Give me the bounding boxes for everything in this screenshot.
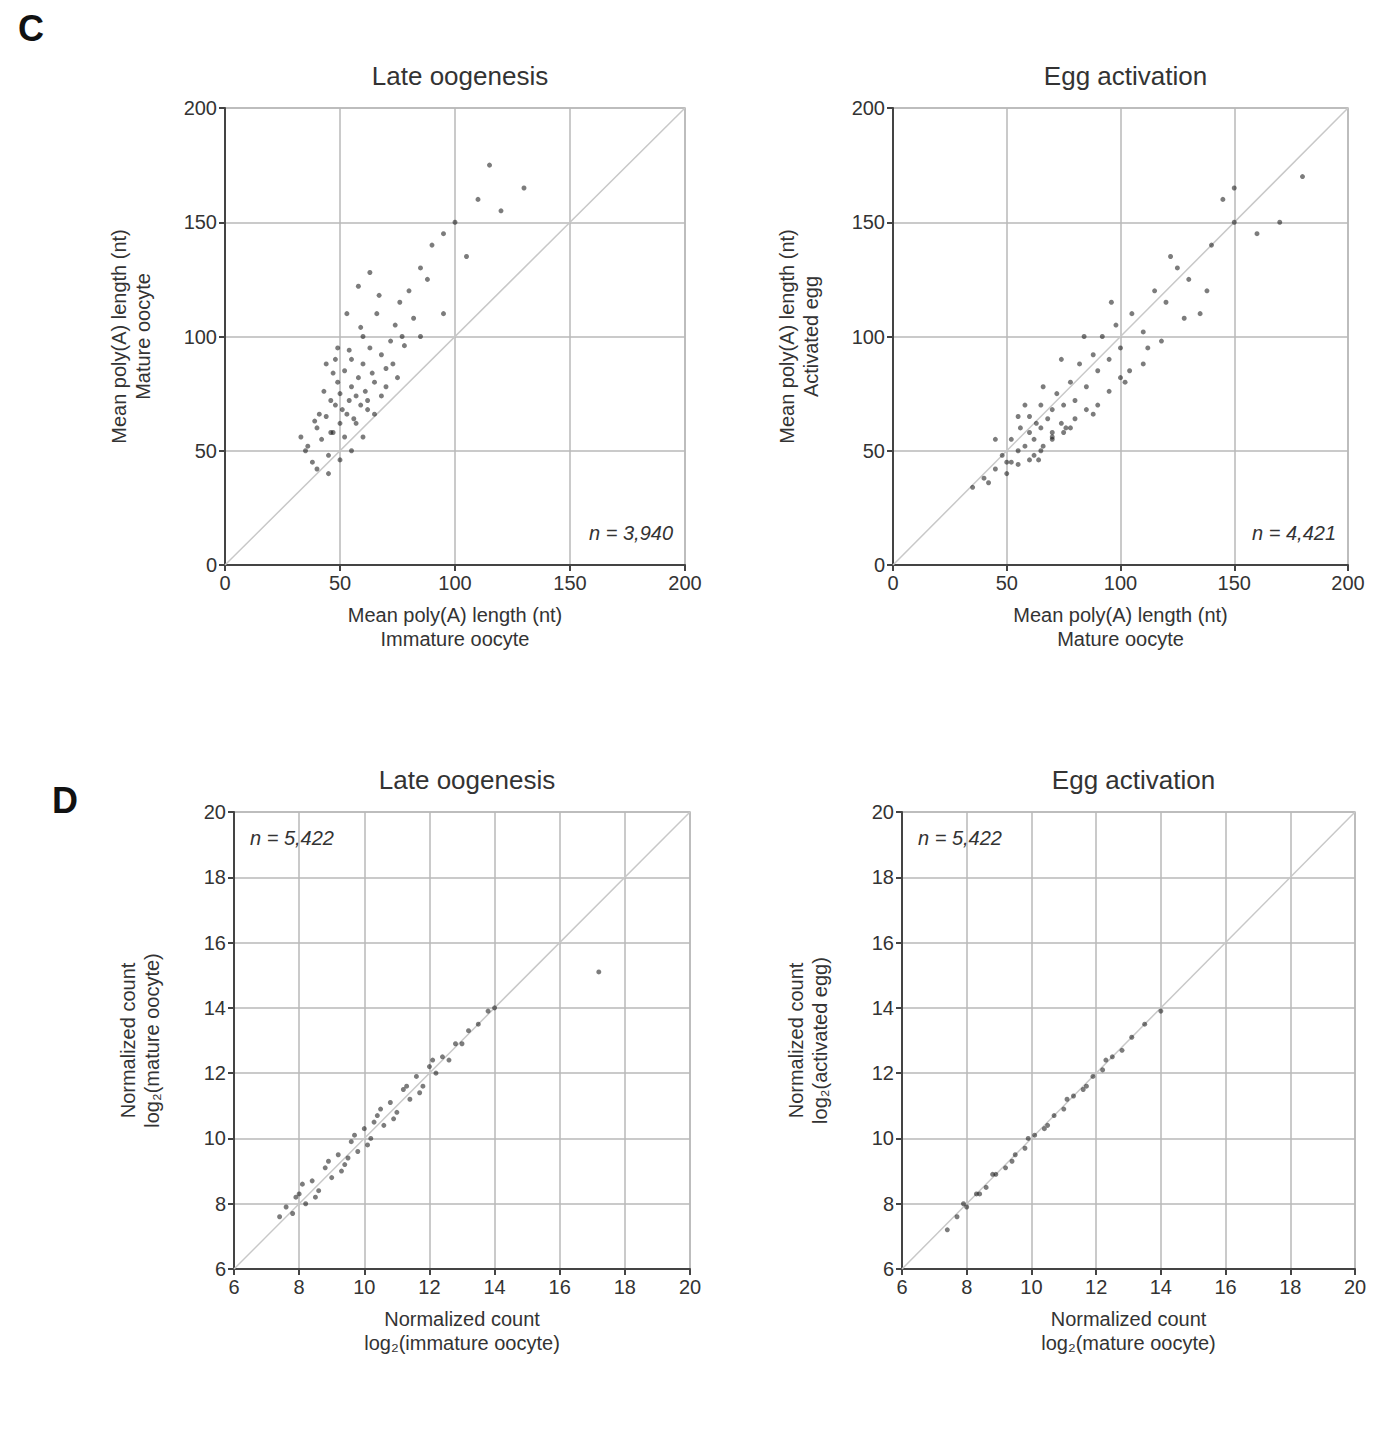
- svg-text:0: 0: [206, 554, 217, 576]
- svg-text:0: 0: [219, 572, 230, 594]
- svg-text:D: D: [52, 780, 78, 821]
- svg-text:16: 16: [204, 932, 226, 954]
- svg-text:50: 50: [863, 440, 885, 462]
- svg-text:50: 50: [195, 440, 217, 462]
- svg-text:Normalized count: Normalized count: [785, 962, 807, 1118]
- svg-text:20: 20: [1344, 1276, 1366, 1298]
- svg-text:10: 10: [353, 1276, 375, 1298]
- svg-text:Normalized count: Normalized count: [1051, 1308, 1207, 1330]
- svg-text:14: 14: [204, 997, 226, 1019]
- svg-text:n = 4,421: n = 4,421: [1252, 522, 1336, 544]
- svg-text:100: 100: [438, 572, 471, 594]
- svg-text:100: 100: [852, 326, 885, 348]
- svg-text:8: 8: [883, 1193, 894, 1215]
- svg-text:12: 12: [204, 1062, 226, 1084]
- svg-text:8: 8: [215, 1193, 226, 1215]
- svg-text:Egg activation: Egg activation: [1044, 61, 1207, 91]
- svg-text:6: 6: [215, 1258, 226, 1280]
- svg-text:16: 16: [1214, 1276, 1236, 1298]
- svg-text:log₂(activated egg): log₂(activated egg): [809, 957, 831, 1124]
- svg-text:6: 6: [228, 1276, 239, 1298]
- svg-text:n = 5,422: n = 5,422: [250, 827, 334, 849]
- svg-text:log₂(mature oocyte): log₂(mature oocyte): [1041, 1332, 1216, 1354]
- svg-text:18: 18: [1279, 1276, 1301, 1298]
- svg-text:0: 0: [874, 554, 885, 576]
- svg-text:14: 14: [872, 997, 894, 1019]
- svg-text:20: 20: [679, 1276, 701, 1298]
- svg-text:10: 10: [1020, 1276, 1042, 1298]
- svg-text:50: 50: [996, 572, 1018, 594]
- svg-text:Mean poly(A) length (nt): Mean poly(A) length (nt): [1013, 604, 1228, 626]
- svg-text:C: C: [18, 8, 44, 49]
- svg-text:20: 20: [872, 801, 894, 823]
- svg-text:12: 12: [1085, 1276, 1107, 1298]
- svg-text:16: 16: [549, 1276, 571, 1298]
- svg-text:200: 200: [184, 97, 217, 119]
- svg-text:Mature oocyte: Mature oocyte: [1057, 628, 1184, 650]
- svg-text:Egg activation: Egg activation: [1052, 765, 1215, 795]
- svg-text:10: 10: [204, 1127, 226, 1149]
- svg-text:log₂(mature oocyte): log₂(mature oocyte): [141, 953, 163, 1128]
- svg-text:14: 14: [483, 1276, 505, 1298]
- svg-text:Mature oocyte: Mature oocyte: [132, 273, 154, 400]
- svg-text:18: 18: [614, 1276, 636, 1298]
- svg-text:12: 12: [872, 1062, 894, 1084]
- svg-text:14: 14: [1150, 1276, 1172, 1298]
- svg-text:Mean poly(A) length (nt): Mean poly(A) length (nt): [348, 604, 563, 626]
- svg-text:8: 8: [294, 1276, 305, 1298]
- svg-text:6: 6: [896, 1276, 907, 1298]
- svg-text:150: 150: [553, 572, 586, 594]
- svg-text:200: 200: [1331, 572, 1364, 594]
- svg-text:Normalized count: Normalized count: [117, 962, 139, 1118]
- svg-text:150: 150: [184, 211, 217, 233]
- svg-text:200: 200: [668, 572, 701, 594]
- svg-text:16: 16: [872, 932, 894, 954]
- svg-text:Normalized count: Normalized count: [384, 1308, 540, 1330]
- svg-text:50: 50: [329, 572, 351, 594]
- svg-text:n = 5,422: n = 5,422: [918, 827, 1002, 849]
- svg-text:0: 0: [887, 572, 898, 594]
- svg-text:6: 6: [883, 1258, 894, 1280]
- svg-text:Late oogenesis: Late oogenesis: [372, 61, 548, 91]
- svg-text:100: 100: [184, 326, 217, 348]
- svg-text:Activated egg: Activated egg: [800, 276, 822, 397]
- svg-text:log₂(immature oocyte): log₂(immature oocyte): [364, 1332, 560, 1354]
- svg-text:Late oogenesis: Late oogenesis: [379, 765, 555, 795]
- svg-text:100: 100: [1104, 572, 1137, 594]
- svg-text:Immature oocyte: Immature oocyte: [381, 628, 530, 650]
- svg-text:200: 200: [852, 97, 885, 119]
- svg-text:10: 10: [872, 1127, 894, 1149]
- svg-text:150: 150: [1218, 572, 1251, 594]
- svg-text:8: 8: [961, 1276, 972, 1298]
- svg-text:Mean poly(A) length (nt): Mean poly(A) length (nt): [776, 229, 798, 444]
- svg-text:20: 20: [204, 801, 226, 823]
- svg-text:12: 12: [418, 1276, 440, 1298]
- svg-text:Mean poly(A) length (nt): Mean poly(A) length (nt): [108, 229, 130, 444]
- svg-text:18: 18: [204, 866, 226, 888]
- svg-text:150: 150: [852, 211, 885, 233]
- svg-text:n = 3,940: n = 3,940: [589, 522, 673, 544]
- svg-text:18: 18: [872, 866, 894, 888]
